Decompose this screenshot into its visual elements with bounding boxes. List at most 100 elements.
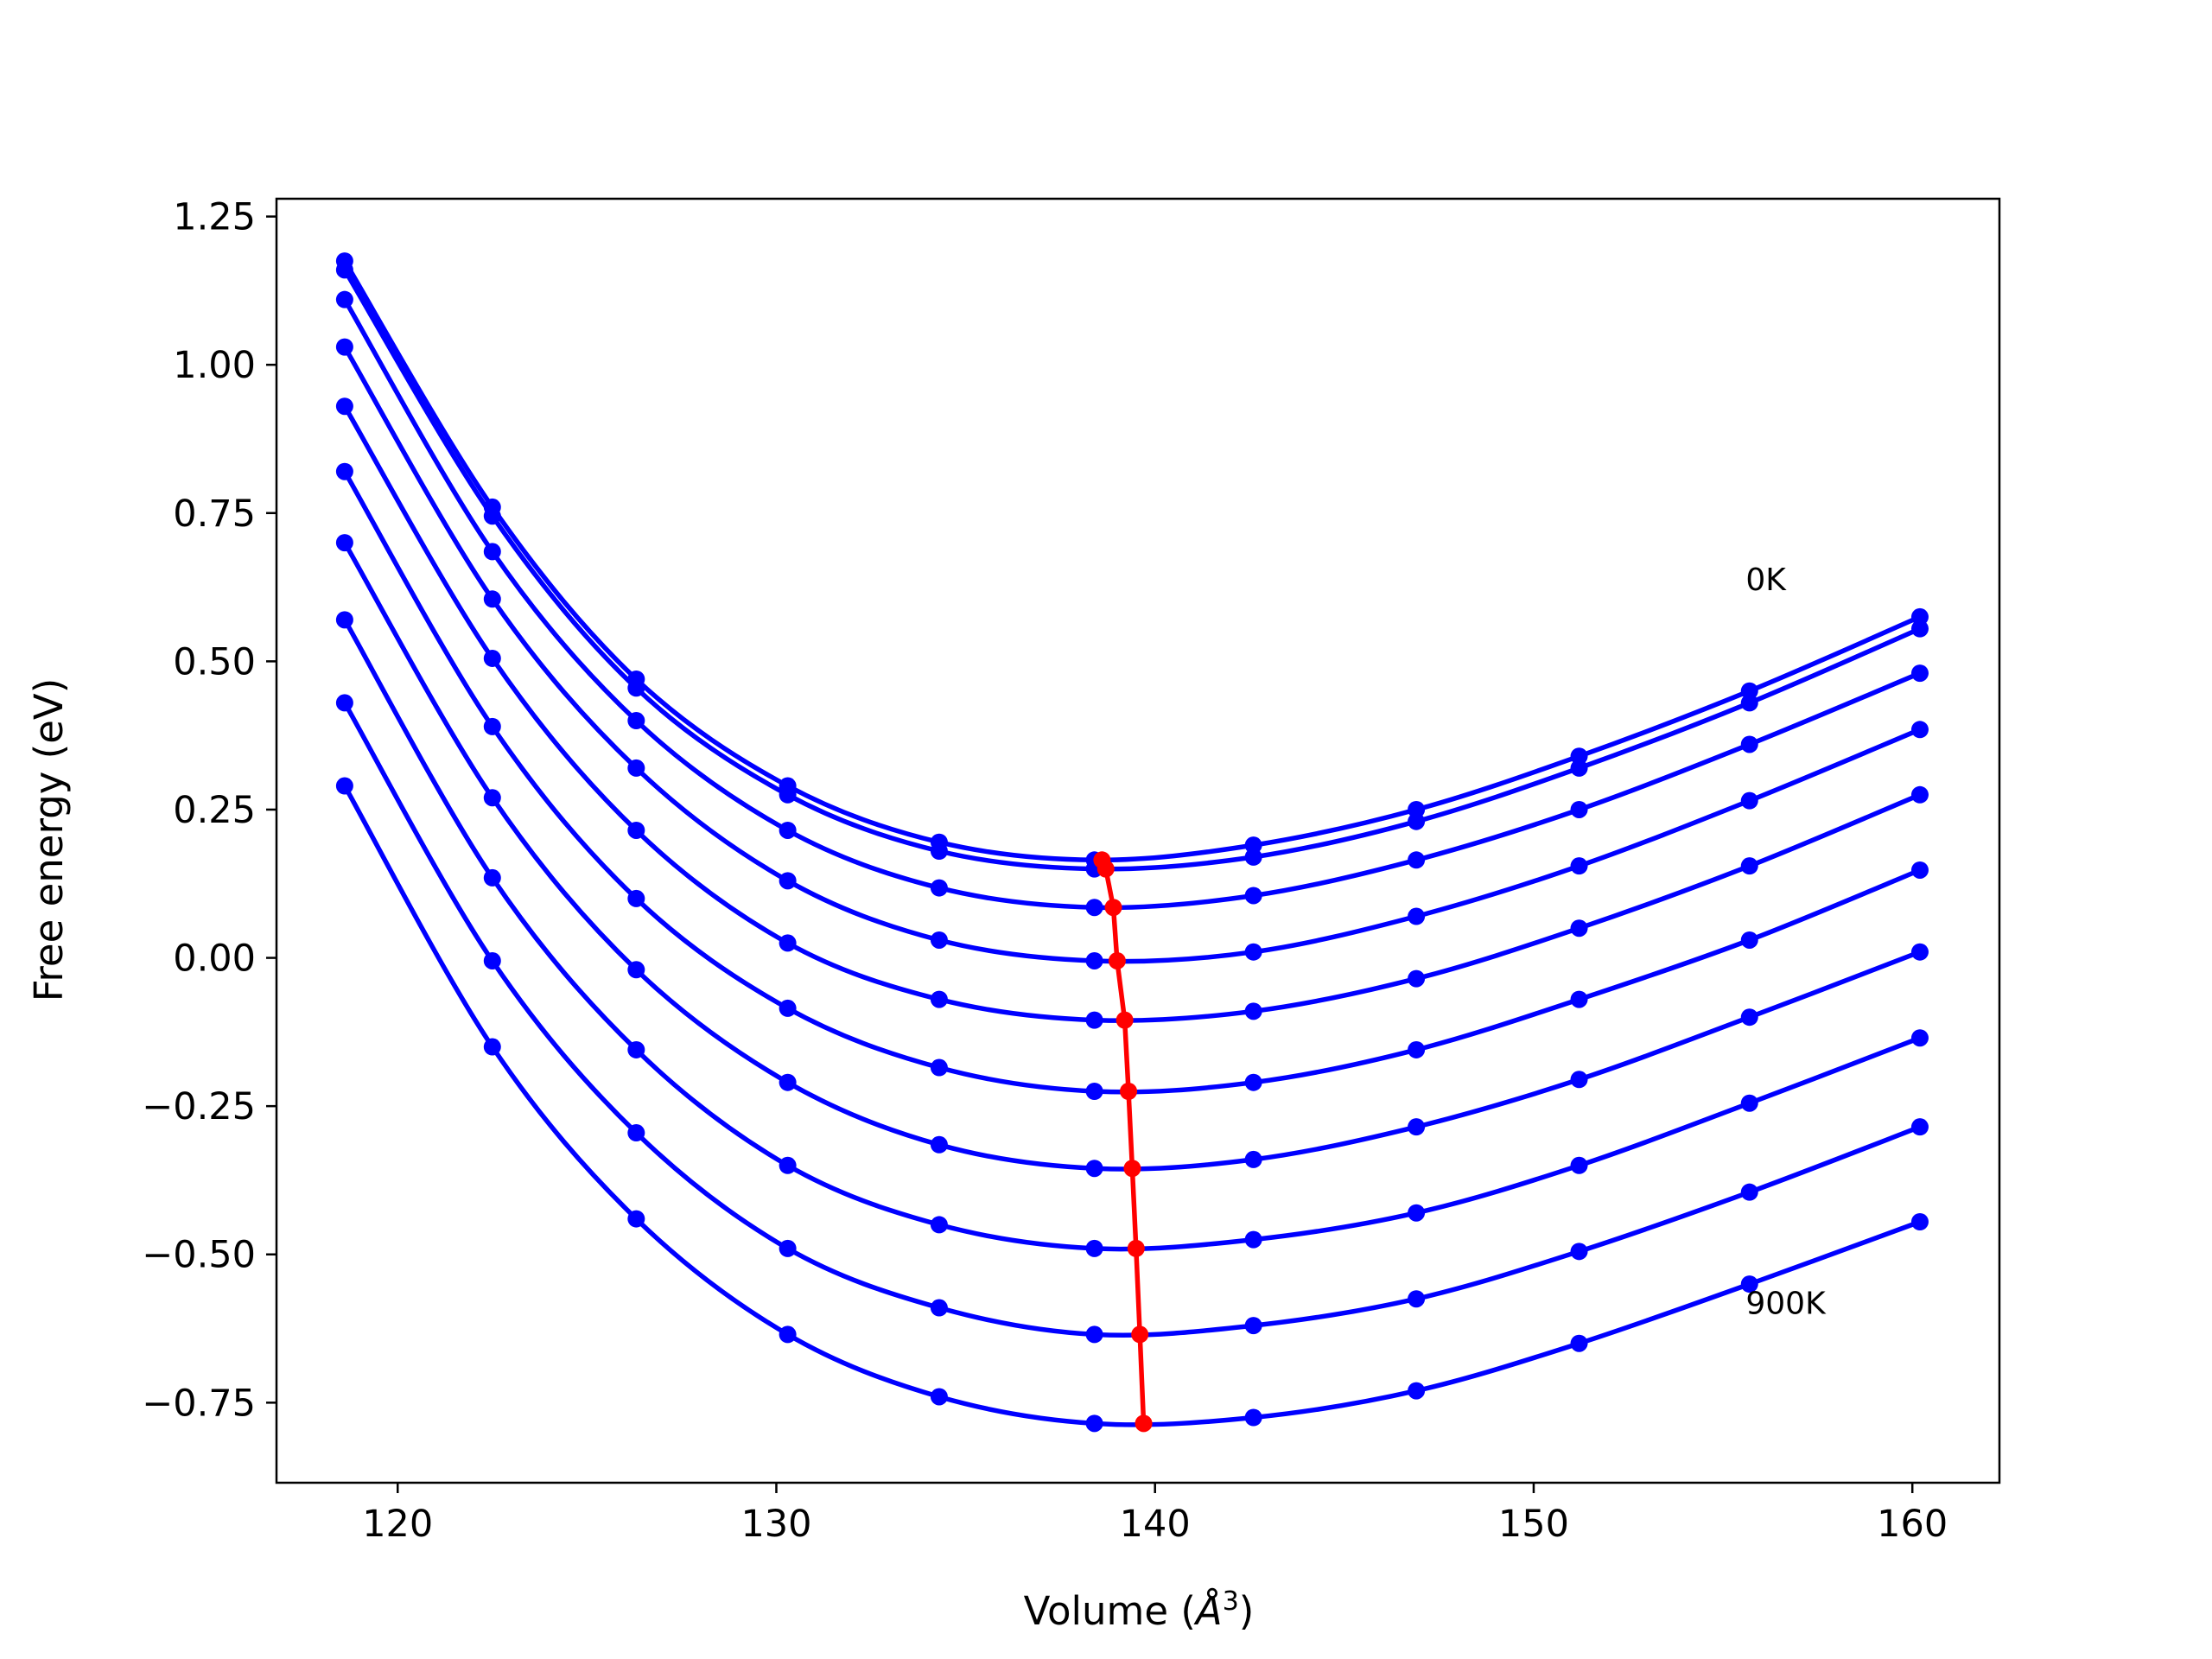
y-tick-label: 0.00 <box>173 938 256 981</box>
series-line <box>342 618 1921 1252</box>
series-point <box>483 590 501 608</box>
series-point <box>1408 1118 1426 1136</box>
x-tick-label: 150 <box>1498 1503 1569 1546</box>
series-point <box>1244 1317 1262 1335</box>
series-point <box>1408 969 1426 988</box>
series-point <box>1085 1082 1103 1100</box>
x-tick-label: 160 <box>1877 1503 1948 1546</box>
series-point <box>335 261 353 279</box>
series-line <box>342 404 1922 1023</box>
minima-point <box>1104 899 1122 917</box>
minima-point <box>1135 1414 1153 1433</box>
series-point <box>1740 1183 1758 1201</box>
series-point <box>1244 1408 1262 1427</box>
series-point <box>1244 887 1262 905</box>
series-point <box>1085 1414 1103 1433</box>
y-tick-label: −0.50 <box>142 1234 256 1277</box>
x-tick-label: 120 <box>362 1503 433 1546</box>
y-tick-label: 0.50 <box>173 640 256 683</box>
series-point <box>779 999 797 1017</box>
series-point <box>1740 931 1758 949</box>
series-point <box>779 1073 797 1091</box>
y-axis-ticks: −0.75 −0.50 −0.25 0.00 0.25 0.50 0.75 1.00 1.25 <box>142 196 276 1425</box>
series-point <box>930 931 948 949</box>
series-line <box>342 298 1922 911</box>
series-curves <box>342 259 1922 1427</box>
series-point <box>930 879 948 897</box>
series-point <box>930 1216 948 1234</box>
series-point <box>1570 1156 1588 1174</box>
series-point <box>930 990 948 1008</box>
y-tick-label: 1.00 <box>173 344 256 387</box>
series-point <box>1910 1029 1929 1047</box>
series-point <box>1910 1212 1929 1230</box>
x-tick-label: 140 <box>1120 1503 1191 1546</box>
series-point <box>779 821 797 839</box>
series-point <box>627 759 645 777</box>
series-point <box>1740 735 1758 753</box>
series-point <box>930 1299 948 1317</box>
series-point <box>335 462 353 480</box>
series-point <box>1244 1150 1262 1168</box>
series-point <box>1408 800 1426 818</box>
series-point <box>779 785 797 804</box>
series-point <box>1408 1290 1426 1308</box>
x-axis-ticks: 120 130 140 150 160 <box>362 1483 1948 1546</box>
series-annotation: 900K <box>1745 1286 1827 1321</box>
y-tick-label: 0.75 <box>173 493 256 536</box>
series-point <box>1085 951 1103 969</box>
series-point <box>627 889 645 907</box>
series-point <box>1244 1230 1262 1249</box>
series-point <box>1244 848 1262 866</box>
series-point <box>483 717 501 735</box>
series-point <box>1740 694 1758 712</box>
series-point <box>1910 785 1929 804</box>
y-tick-label: 1.25 <box>173 196 256 239</box>
minima-point <box>1127 1239 1145 1257</box>
series-point <box>483 543 501 561</box>
series-point <box>1910 664 1929 683</box>
series-point <box>779 1156 797 1174</box>
series-point <box>483 507 501 525</box>
series-point <box>1740 682 1758 700</box>
series-point <box>335 290 353 308</box>
series-point <box>1244 943 1262 961</box>
series-point <box>779 1325 797 1344</box>
series-line <box>342 346 1922 964</box>
series-point <box>627 961 645 979</box>
series-point <box>335 338 353 356</box>
y-tick-label: −0.75 <box>142 1382 256 1425</box>
series-line <box>342 702 1921 1338</box>
series-point <box>1910 1118 1929 1136</box>
series-point <box>627 679 645 697</box>
plot-frame <box>275 197 2001 1484</box>
series-point <box>1740 857 1758 875</box>
series-point <box>627 821 645 839</box>
series-point <box>1570 759 1588 777</box>
series-point <box>627 1124 645 1142</box>
series-point <box>1570 1243 1588 1261</box>
series-point <box>483 649 501 667</box>
series-point <box>930 1388 948 1406</box>
series-point <box>930 1135 948 1154</box>
series-point <box>1085 899 1103 917</box>
series-point <box>1408 1040 1426 1058</box>
series-point <box>930 842 948 861</box>
y-tick-label: 0.25 <box>173 789 256 832</box>
y-axis-label: Free energy (eV) <box>26 678 72 1001</box>
minima-point <box>1108 951 1126 969</box>
series-points <box>335 252 1929 1433</box>
series-point <box>779 872 797 890</box>
series-line <box>342 259 1922 863</box>
series-point <box>1085 1325 1103 1344</box>
series-line <box>342 470 1922 1095</box>
y-tick-label: −0.25 <box>142 1085 256 1128</box>
series-point <box>1408 1382 1426 1400</box>
series-line <box>342 541 1921 1172</box>
series-point <box>483 1038 501 1056</box>
series-line <box>342 268 1922 872</box>
series-point <box>1910 620 1929 638</box>
series-point <box>1570 1071 1588 1089</box>
